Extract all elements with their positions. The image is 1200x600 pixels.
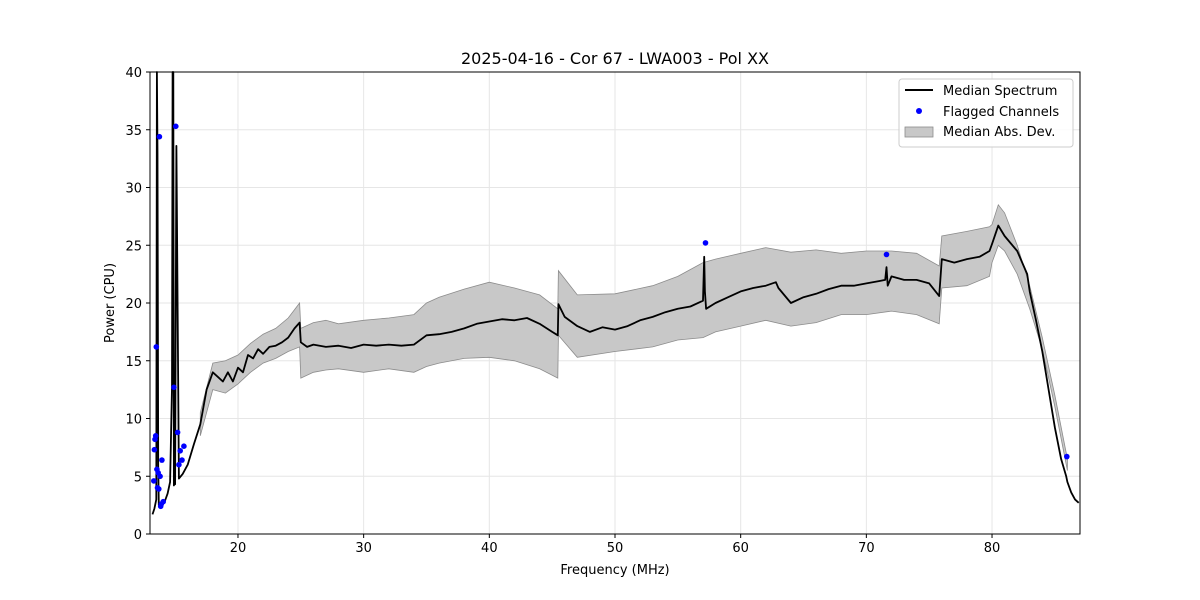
x-tick-label: 50 xyxy=(607,541,624,556)
flagged-point xyxy=(153,344,160,350)
y-tick-label: 5 xyxy=(134,470,142,485)
mad-band-area xyxy=(199,203,1068,471)
flagged-point xyxy=(173,123,179,130)
y-tick-label: 25 xyxy=(125,239,142,254)
chart-title: 2025-04-16 - Cor 67 - LWA003 - Pol XX xyxy=(461,49,769,68)
y-axis-ticks: 0 5 10 15 20 25 30 35 40 xyxy=(125,66,150,543)
flagged-point xyxy=(171,384,177,391)
flagged-point xyxy=(156,133,163,140)
flagged-point xyxy=(152,433,159,439)
flagged-point xyxy=(181,443,187,450)
y-axis-label: Power (CPU) xyxy=(103,263,118,343)
flagged-point xyxy=(179,457,185,463)
mad-band xyxy=(199,203,1068,471)
x-axis-ticks: 20 30 40 50 60 70 80 xyxy=(230,534,1001,556)
flagged-point xyxy=(176,461,182,468)
median-spectrum-line xyxy=(151,71,1080,515)
flagged-point xyxy=(157,473,163,480)
median-line-group xyxy=(151,71,1080,515)
x-tick-label: 30 xyxy=(355,541,372,556)
flagged-point xyxy=(156,486,162,492)
legend-mad-swatch xyxy=(904,126,934,138)
flagged-point xyxy=(702,240,709,246)
x-tick-label: 80 xyxy=(984,541,1001,556)
x-axis-label: Frequency (MHz) xyxy=(560,563,669,578)
y-tick-label: 10 xyxy=(125,413,142,428)
legend-median-label: Median Spectrum xyxy=(943,84,1057,99)
flagged-points xyxy=(151,123,1070,510)
flagged-point xyxy=(160,498,166,505)
x-tick-label: 60 xyxy=(732,541,749,556)
flagged-point xyxy=(174,429,181,436)
y-tick-label: 40 xyxy=(125,66,142,81)
legend-box xyxy=(898,78,1074,148)
flagged-point xyxy=(151,478,157,484)
flagged-point xyxy=(159,457,165,463)
x-tick-label: 40 xyxy=(481,541,498,556)
flagged-point xyxy=(883,251,890,258)
y-tick-label: 30 xyxy=(125,182,142,197)
flagged-point xyxy=(151,446,158,453)
x-tick-label: 70 xyxy=(858,541,875,556)
legend-flagged-label: Flagged Channels xyxy=(943,105,1059,120)
flagged-point xyxy=(177,448,183,454)
flagged-point xyxy=(1064,453,1070,460)
y-tick-label: 15 xyxy=(125,355,142,370)
x-tick-label: 20 xyxy=(230,541,247,556)
y-tick-label: 35 xyxy=(125,124,142,139)
legend-flagged-swatch xyxy=(916,108,922,114)
y-tick-label: 0 xyxy=(134,528,142,543)
legend-mad-label: Median Abs. Dev. xyxy=(943,125,1055,140)
y-tick-label: 20 xyxy=(125,297,142,312)
legend: Median Spectrum Flagged Channels Median … xyxy=(898,78,1074,148)
